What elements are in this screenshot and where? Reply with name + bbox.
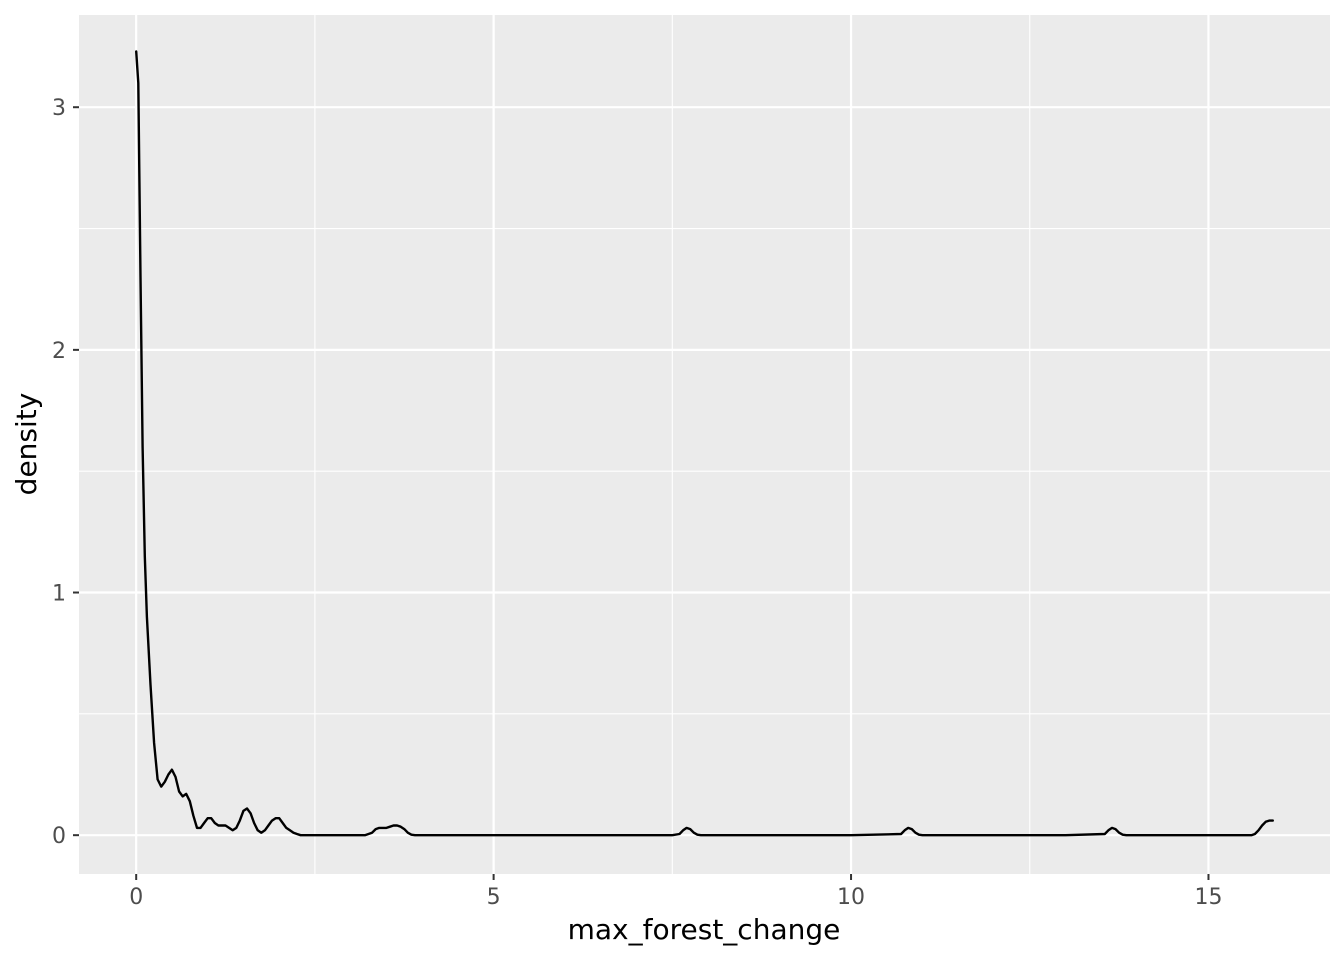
y-tick-label: 1 <box>52 582 66 607</box>
x-tick-label: 5 <box>487 885 501 910</box>
y-tick-label: 0 <box>52 824 66 849</box>
x-tick-label: 10 <box>837 885 865 910</box>
y-tick-label: 3 <box>52 96 66 121</box>
x-tick-label: 0 <box>129 885 143 910</box>
minor-gridlines <box>79 15 1330 874</box>
density-line <box>134 50 1275 837</box>
y-tick-label: 2 <box>52 339 66 364</box>
x-tick-label: 15 <box>1194 885 1222 910</box>
plot-panel <box>79 15 1330 874</box>
series-layer <box>134 50 1275 837</box>
y-axis: 0 1 2 3 <box>52 96 79 849</box>
major-gridlines <box>79 15 1330 874</box>
y-axis-title: density <box>10 393 43 496</box>
x-axis-title: max_forest_change <box>568 913 841 946</box>
x-axis: 0 5 10 15 <box>129 874 1222 910</box>
